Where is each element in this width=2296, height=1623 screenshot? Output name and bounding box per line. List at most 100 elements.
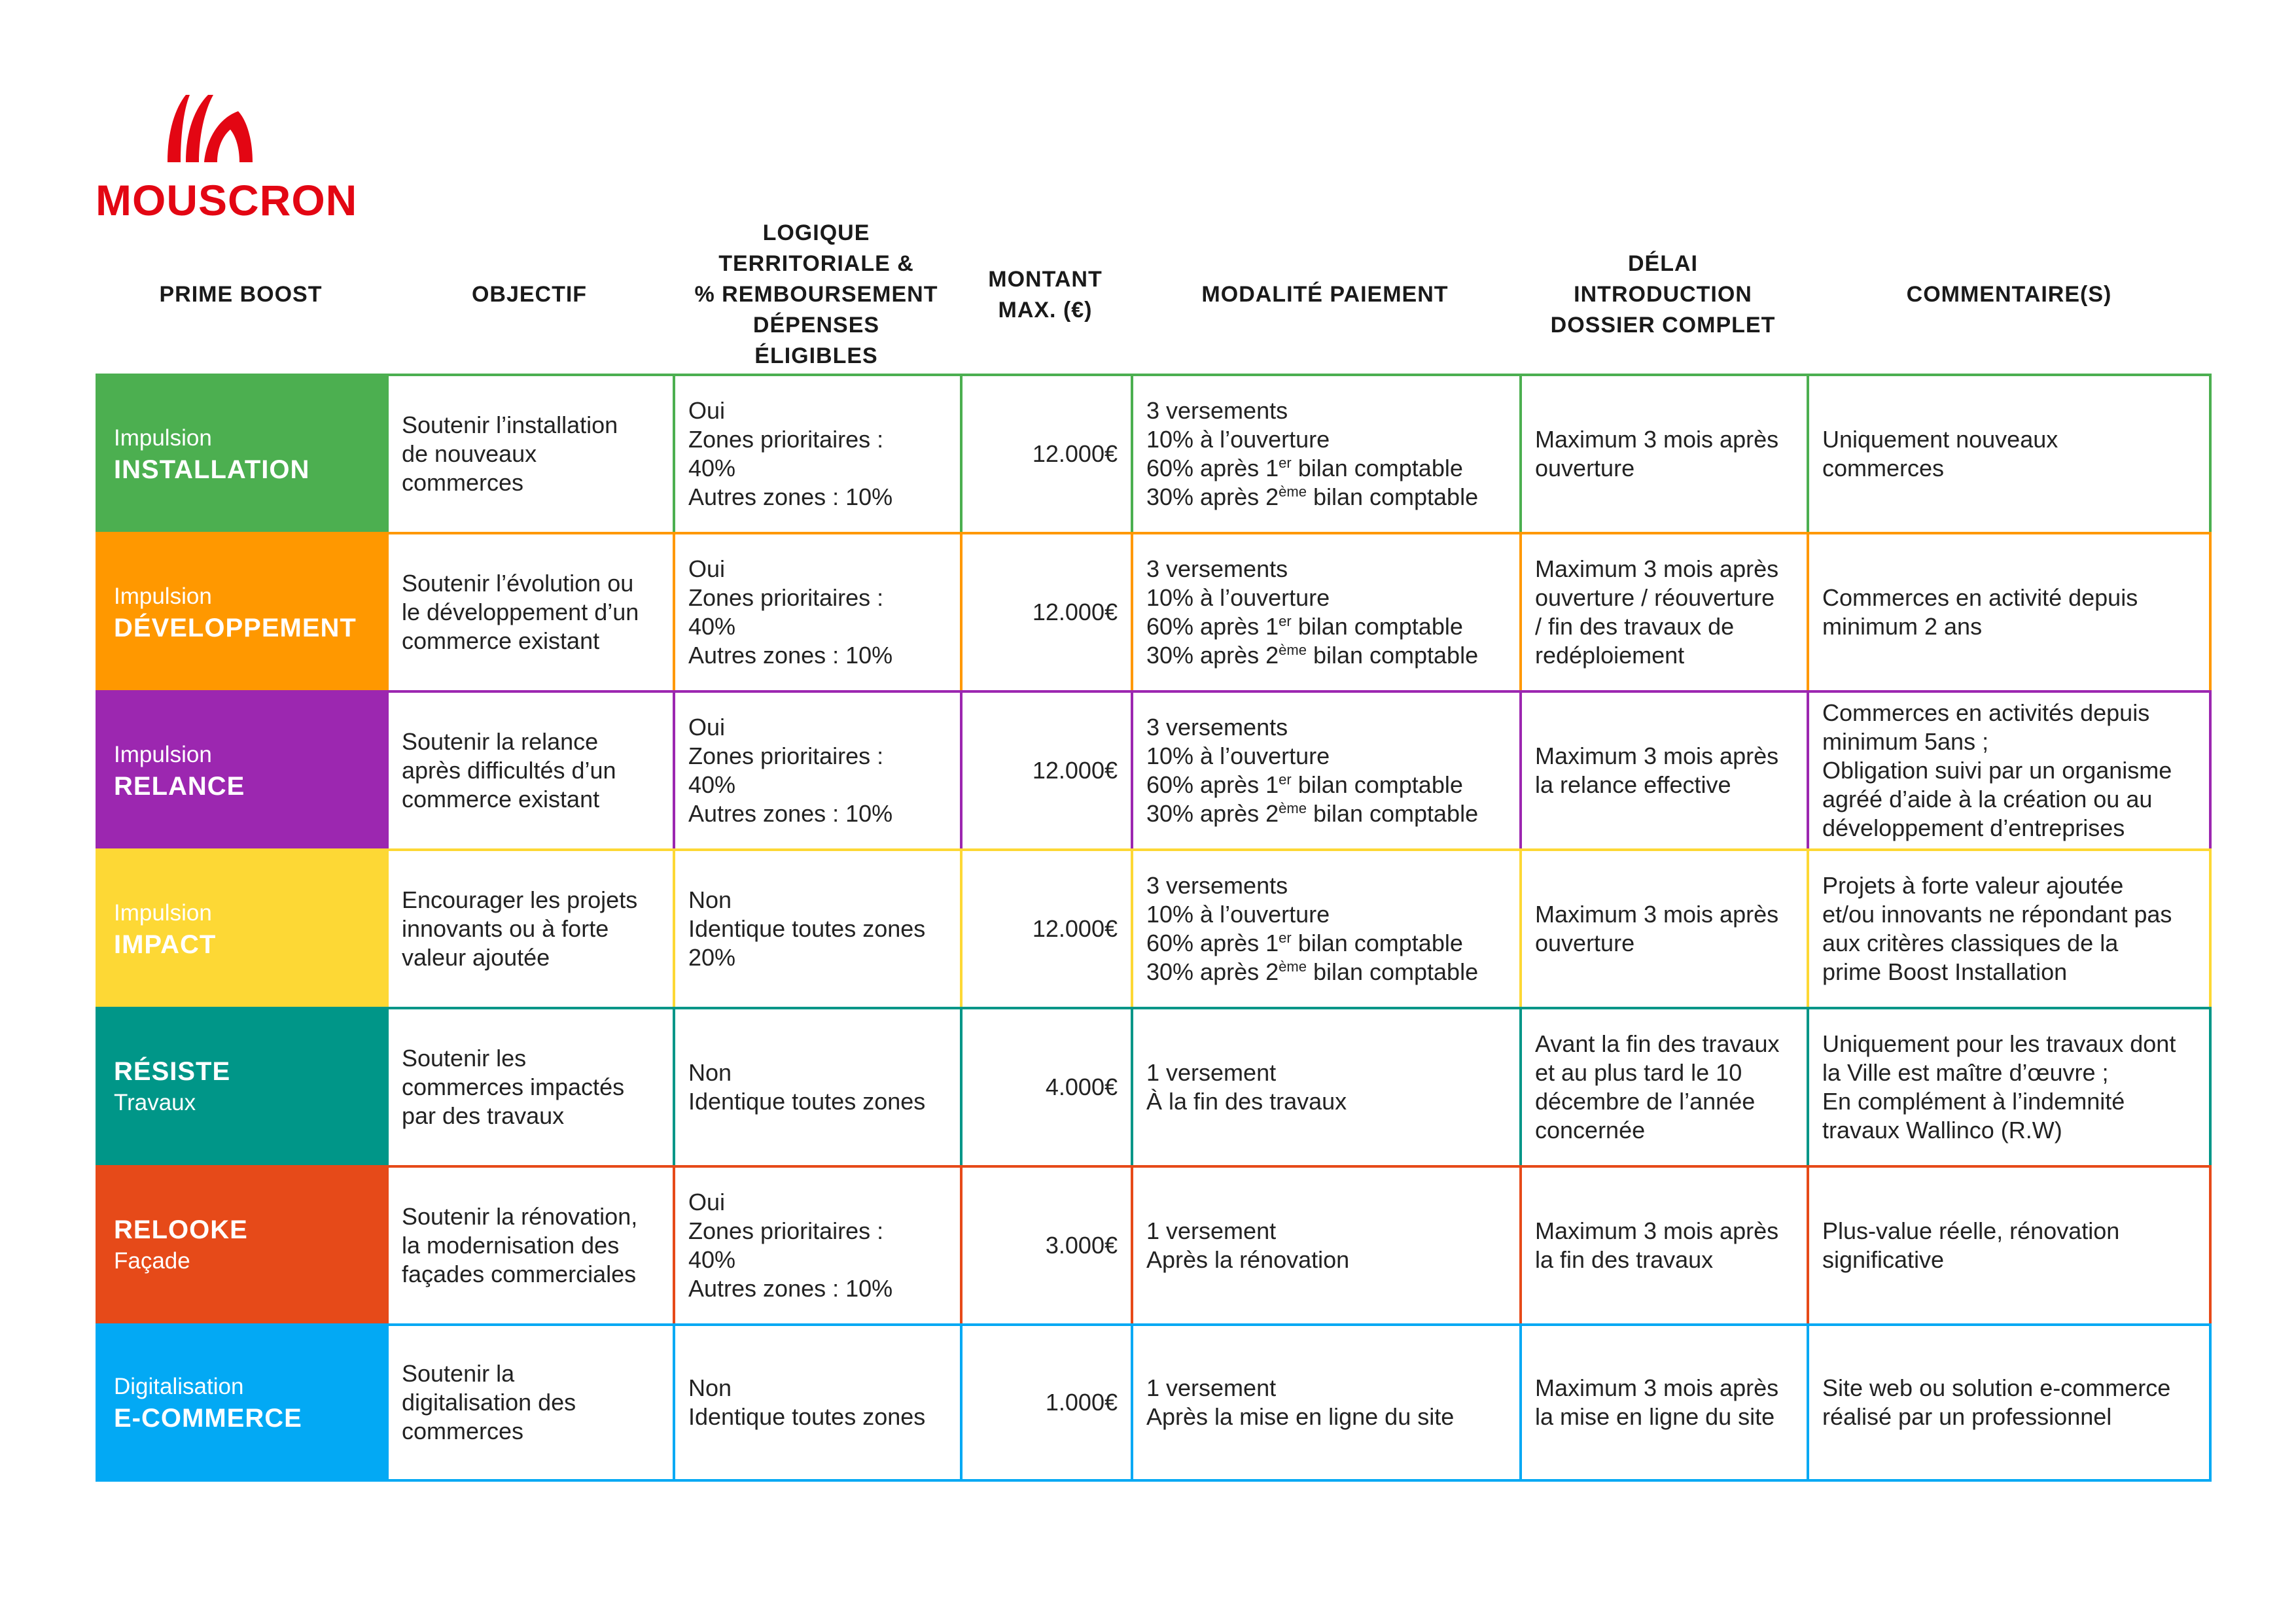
payment-superscript: ème xyxy=(1279,483,1307,500)
payment-text: 60% après 1 xyxy=(1146,613,1279,640)
payment-superscript: er xyxy=(1279,613,1292,629)
logic-cell: Non Identique toutes zones xyxy=(673,1323,960,1482)
table-header: PRIME BOOST OBJECTIF LOGIQUE TERRITORIALE &… xyxy=(96,216,2212,374)
logo-text: MOUSCRON xyxy=(96,176,358,224)
prime-name-line: Impulsion xyxy=(114,742,212,767)
payment-superscript: er xyxy=(1279,771,1292,788)
payment-line: 10% à l’ouverture xyxy=(1146,900,1506,929)
payment-superscript: ème xyxy=(1279,958,1307,975)
objective-line: Soutenir la relance xyxy=(402,728,599,755)
amount-value: 3.000€ xyxy=(1045,1232,1118,1259)
comment-line: Uniquement pour les travaux dont xyxy=(1822,1030,2176,1057)
prime-name-line: RÉSISTE xyxy=(114,1057,231,1086)
payment-line: 60% après 1er bilan comptable xyxy=(1146,771,1506,799)
objective-line: commerces impactés xyxy=(402,1073,625,1100)
payment-superscript: er xyxy=(1279,455,1292,471)
prime-name-line: Façade xyxy=(114,1248,190,1274)
payment-text: 10% à l’ouverture xyxy=(1146,426,1330,453)
prime-name-line: Impulsion xyxy=(114,584,212,609)
logic-cell: Oui Zones prioritaires :40% Autres zones :… xyxy=(673,374,960,532)
comment-line: développement d’entreprises xyxy=(1822,814,2125,841)
amount-value: 12.000€ xyxy=(1032,440,1118,467)
comment-line: réalisé par un professionnel xyxy=(1822,1403,2112,1430)
payment-text: 3 versements xyxy=(1146,714,1288,741)
payment-line: 30% après 2ème bilan comptable xyxy=(1146,958,1506,986)
logic-line: 40% xyxy=(688,1246,736,1273)
payment-line: 1 versement xyxy=(1146,1058,1506,1087)
payment-text: 10% à l’ouverture xyxy=(1146,742,1330,769)
payment-cell: 3 versements 10% à l’ouverture 60% après 1… xyxy=(1131,690,1519,848)
delay-line: ouverture xyxy=(1535,930,1635,956)
payment-text-rest: bilan comptable xyxy=(1291,930,1463,956)
delay-cell: Maximum 3 mois après la fin des travaux xyxy=(1519,1165,1807,1323)
comment-line: minimum 5ans ; xyxy=(1822,728,1989,755)
objective-line: par des travaux xyxy=(402,1102,565,1129)
logic-line: Zones prioritaires : xyxy=(688,426,884,453)
header-line: MONTANT xyxy=(988,266,1103,292)
prime-name-cell: Impulsion IMPACT xyxy=(96,848,386,1007)
comment-line: agréé d’aide à la création ou au xyxy=(1822,786,2153,812)
header-line: DÉLAI xyxy=(1628,251,1698,276)
amount-cell: 12.000€ xyxy=(960,532,1131,690)
delay-line: Maximum 3 mois après xyxy=(1535,555,1779,582)
mouscron-logo: MOUSCRON xyxy=(96,92,357,224)
logic-line: Identique toutes zones xyxy=(688,915,926,942)
logic-line: Non xyxy=(688,1374,732,1401)
payment-text: 10% à l’ouverture xyxy=(1146,584,1330,611)
logic-line: Zones prioritaires : xyxy=(688,584,884,611)
prime-name-line: Impulsion xyxy=(114,425,212,451)
delay-line: la relance effective xyxy=(1535,771,1731,798)
objective-cell: Soutenir l’installation de nouveaux commer… xyxy=(386,374,673,532)
payment-text: 1 versement xyxy=(1146,1217,1277,1244)
logic-line: 20% xyxy=(688,944,736,971)
comment-cell: Site web ou solution e-commerce réalisé p… xyxy=(1807,1323,2212,1482)
logic-line: Oui xyxy=(688,714,726,741)
payment-text: 3 versements xyxy=(1146,872,1288,899)
payment-line: Après la mise en ligne du site xyxy=(1146,1403,1506,1431)
logic-line: Autres zones : 10% xyxy=(688,642,893,669)
objective-line: valeur ajoutée xyxy=(402,944,550,971)
payment-text: 3 versements xyxy=(1146,555,1288,582)
objective-line: digitalisation des xyxy=(402,1389,576,1416)
delay-cell: Maximum 3 mois après ouverture / réouvert… xyxy=(1519,532,1807,690)
delay-cell: Maximum 3 mois après ouverture xyxy=(1519,374,1807,532)
payment-cell: 1 versement Après la rénovation xyxy=(1131,1165,1519,1323)
comment-line: Uniquement nouveaux xyxy=(1822,426,2058,453)
prime-name-cell: Impulsion INSTALLATION xyxy=(96,374,386,532)
amount-cell: 12.000€ xyxy=(960,690,1131,848)
payment-line: 3 versements xyxy=(1146,396,1506,425)
payment-text-rest: bilan comptable xyxy=(1306,958,1479,985)
header-line: PRIME BOOST xyxy=(159,282,323,307)
objective-line: Soutenir les xyxy=(402,1045,527,1072)
payment-cell: 3 versements 10% à l’ouverture 60% après 1… xyxy=(1131,374,1519,532)
prime-name-line: INSTALLATION xyxy=(114,455,310,484)
table-row: Digitalisation E-COMMERCE Soutenir la digit… xyxy=(96,1323,2212,1482)
logic-line: Non xyxy=(688,1059,732,1086)
comment-line: significative xyxy=(1822,1246,1945,1273)
comment-cell: Commerces en activité depuis minimum 2 an… xyxy=(1807,532,2212,690)
delay-line: redéploiement xyxy=(1535,642,1685,669)
logo-arches-icon xyxy=(168,95,253,162)
header-line: ÉLIGIBLES xyxy=(754,343,878,368)
amount-cell: 12.000€ xyxy=(960,848,1131,1007)
payment-line: 60% après 1er bilan comptable xyxy=(1146,612,1506,641)
amount-value: 12.000€ xyxy=(1032,757,1118,784)
objective-cell: Soutenir les commerces impactés par des tr… xyxy=(386,1007,673,1165)
payment-cell: 3 versements 10% à l’ouverture 60% après 1… xyxy=(1131,532,1519,690)
table-body: Impulsion INSTALLATION Soutenir l’installa… xyxy=(96,374,2212,1482)
prime-name-cell: RÉSISTE Travaux xyxy=(96,1007,386,1165)
payment-line: 10% à l’ouverture xyxy=(1146,742,1506,771)
payment-line: 30% après 2ème bilan comptable xyxy=(1146,483,1506,512)
logic-line: 40% xyxy=(688,455,736,481)
amount-value: 1.000€ xyxy=(1045,1389,1118,1416)
amount-value: 4.000€ xyxy=(1045,1073,1118,1100)
objective-line: commerce existant xyxy=(402,786,600,812)
prime-name-line: E-COMMERCE xyxy=(114,1404,302,1433)
amount-cell: 3.000€ xyxy=(960,1165,1131,1323)
objective-line: commerces xyxy=(402,469,524,496)
delay-line: ouverture xyxy=(1535,455,1635,481)
table-row: Impulsion INSTALLATION Soutenir l’installa… xyxy=(96,374,2212,532)
payment-superscript: ème xyxy=(1279,642,1307,658)
payment-text: 30% après 2 xyxy=(1146,642,1279,669)
comment-line: aux critères classiques de la xyxy=(1822,930,2119,956)
